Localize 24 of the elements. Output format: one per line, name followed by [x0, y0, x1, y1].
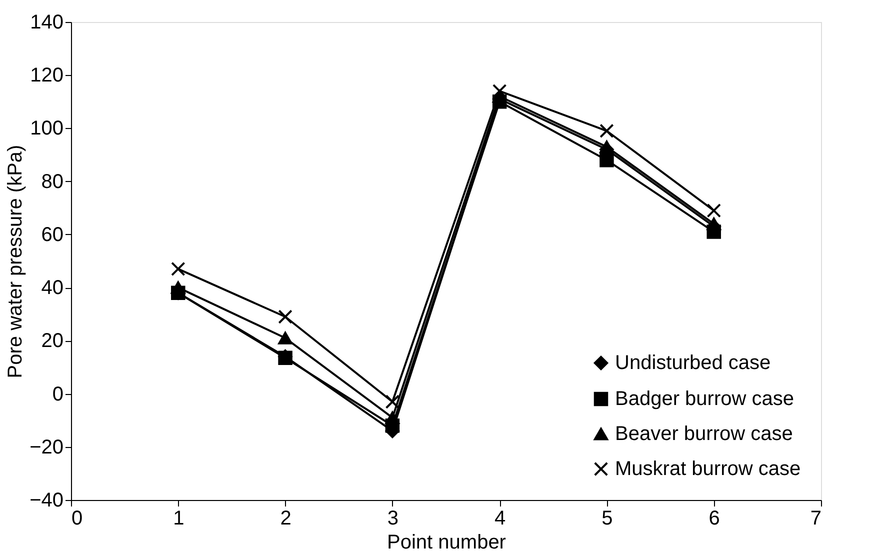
legend-label: Beaver burrow case — [615, 423, 793, 445]
y-tick-label: 40 — [41, 277, 64, 300]
y-tick-label: 100 — [30, 118, 64, 140]
y-tick-label: −20 — [30, 436, 64, 458]
x-tick-label: 3 — [387, 508, 398, 530]
x-axis-title: Point number — [387, 532, 506, 554]
y-tick-label: 0 — [52, 383, 64, 406]
y-tick-label: 140 — [30, 12, 64, 34]
y-tick-label: 20 — [41, 330, 64, 352]
x-tick-label: 2 — [280, 508, 292, 530]
legend-label: Undisturbed case — [615, 352, 771, 374]
y-tick-label: 60 — [41, 224, 64, 246]
legend-label: Muskrat burrow case — [615, 458, 801, 480]
y-axis-title: Pore water pressure (kPa) — [4, 144, 27, 378]
y-tick-label: −40 — [30, 490, 64, 512]
legend-label: Badger burrow case — [615, 388, 794, 410]
x-tick-label: 1 — [173, 508, 184, 530]
y-tick-label: 120 — [30, 64, 64, 87]
x-tick-label: 4 — [494, 508, 506, 530]
x-tick-label: 5 — [602, 508, 613, 530]
x-tick-label: 7 — [810, 508, 822, 530]
x-tick-label: 6 — [708, 508, 720, 530]
x-tick-label: 0 — [72, 508, 83, 530]
y-tick-label: 80 — [41, 170, 64, 193]
